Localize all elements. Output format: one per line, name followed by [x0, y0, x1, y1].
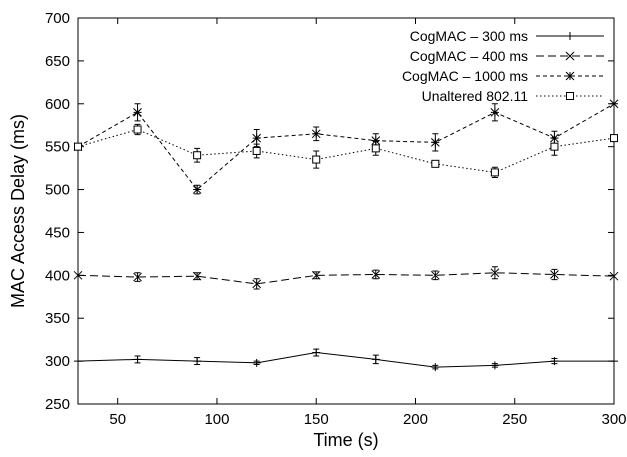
legend-label: CogMAC – 1000 ms — [402, 68, 528, 84]
series-3 — [74, 123, 618, 179]
series-1 — [73, 266, 619, 290]
plus-marker — [490, 361, 499, 370]
y-tick-label: 300 — [45, 353, 70, 370]
square-marker — [566, 92, 574, 100]
star-marker — [311, 129, 321, 139]
y-tick-label: 550 — [45, 139, 70, 156]
star-marker — [192, 185, 202, 194]
plus-marker — [431, 363, 440, 372]
square-marker — [312, 155, 321, 164]
x-marker — [311, 270, 321, 280]
x-marker — [133, 272, 142, 282]
y-tick-label: 450 — [45, 224, 70, 241]
star-marker — [133, 108, 142, 117]
series-0 — [74, 348, 618, 372]
y-tick-label: 400 — [45, 267, 70, 284]
y-tick-label: 350 — [45, 310, 70, 327]
square-marker — [610, 134, 618, 143]
y-tick-label: 600 — [45, 96, 70, 113]
x-marker — [192, 271, 202, 281]
x-marker — [609, 271, 619, 281]
legend: CogMAC – 300 ms CogMAC – 400 ms CogMAC – 1… — [402, 28, 604, 104]
y-tick-label: 500 — [45, 182, 70, 199]
x-tick-label: 100 — [204, 411, 229, 428]
star-marker — [565, 71, 575, 81]
x-marker — [371, 270, 381, 279]
x-tick-label: 200 — [403, 411, 428, 428]
x-marker — [252, 279, 262, 289]
series-line — [77, 128, 615, 173]
plus-marker — [133, 355, 142, 364]
series-2 — [73, 99, 619, 195]
y-tick-label: 650 — [45, 53, 70, 70]
star-marker — [609, 99, 619, 109]
series-layer — [73, 99, 619, 372]
legend-entry: Unaltered 802.11 — [422, 88, 604, 104]
x-tick-label: 300 — [601, 411, 626, 428]
legend-label: CogMAC – 400 ms — [410, 48, 528, 64]
x-tick-label: 250 — [502, 411, 527, 428]
series-line — [77, 103, 615, 191]
square-marker — [133, 125, 142, 134]
square-marker — [74, 142, 82, 151]
x-marker — [550, 270, 559, 279]
series-line — [77, 272, 615, 285]
x-marker — [490, 268, 500, 278]
legend-entry: CogMAC – 300 ms — [410, 28, 604, 44]
star-marker — [430, 138, 440, 147]
y-axis-label: MAC Access Delay (ms) — [8, 114, 28, 308]
plus-marker — [371, 355, 380, 364]
square-marker — [193, 151, 202, 160]
x-marker — [430, 270, 440, 280]
square-marker — [252, 146, 261, 155]
x-marker — [73, 270, 83, 280]
plus-marker — [312, 348, 321, 357]
square-marker — [431, 159, 440, 168]
x-marker — [565, 51, 575, 61]
plus-marker — [566, 32, 574, 40]
x-axis-label: Time (s) — [313, 430, 378, 450]
legend-entry: CogMAC – 400 ms — [410, 48, 604, 64]
x-tick-label: 50 — [109, 411, 126, 428]
square-marker — [490, 168, 499, 177]
legend-label: Unaltered 802.11 — [422, 88, 529, 104]
series-line — [77, 352, 614, 368]
y-tick-label: 250 — [45, 396, 70, 413]
axis-ticks: 50 100 150 200 250 300 250 300 350 400 450 500 550 60… — [45, 10, 627, 428]
y-tick-label: 700 — [45, 10, 70, 27]
plus-marker — [610, 357, 618, 366]
legend-label: CogMAC – 300 ms — [410, 28, 528, 44]
x-tick-label: 150 — [304, 411, 329, 428]
star-marker — [371, 136, 381, 146]
plus-marker — [193, 357, 202, 366]
legend-entry: CogMAC – 1000 ms — [402, 68, 604, 84]
plus-marker — [74, 357, 82, 366]
star-marker — [490, 108, 500, 117]
square-marker — [550, 142, 559, 151]
plot-frame — [77, 17, 615, 405]
star-marker — [252, 133, 262, 143]
plus-marker — [550, 357, 559, 366]
plus-marker — [252, 358, 261, 367]
square-marker — [371, 144, 380, 153]
